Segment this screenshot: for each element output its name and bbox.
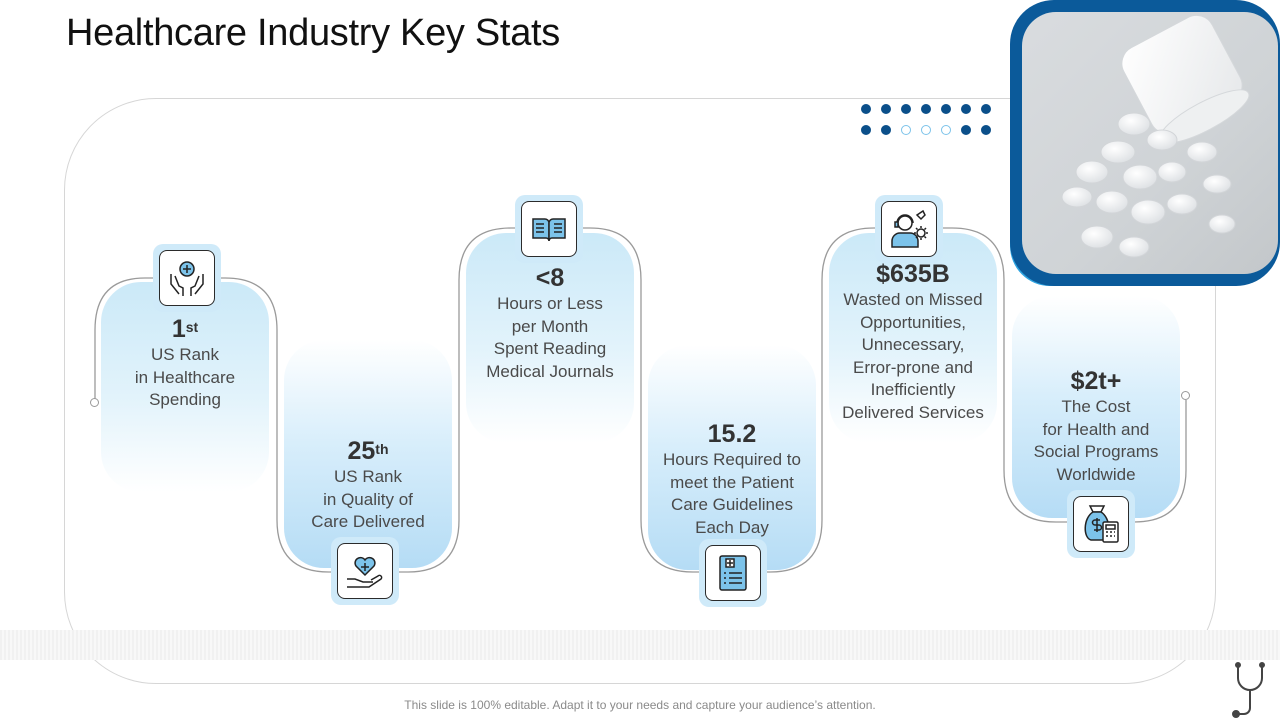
slide-title: Healthcare Industry Key Stats <box>66 12 560 54</box>
stat-card-2: 25th US Rank in Quality of Care Delivere… <box>284 340 452 568</box>
medical-clipboard-icon <box>719 555 747 591</box>
outer-rounded-frame <box>64 98 1216 684</box>
stat-description: Hours or Less per Month Spent Reading Me… <box>486 294 614 381</box>
stat-description: Hours Required to meet the Patient Care … <box>663 450 801 537</box>
stat-card-6: $2t+ The Cost for Health and Social Prog… <box>1012 296 1180 518</box>
connector-start-ring <box>90 398 99 407</box>
stat-card-1: 1st US Rank in Healthcare Spending <box>101 282 269 492</box>
support-agent-gear-icon <box>891 209 928 248</box>
stat-card-4: 15.2 Hours Required to meet the Patient … <box>648 345 816 570</box>
pills-photo <box>1022 12 1278 274</box>
stat-icon-box-4 <box>699 539 767 607</box>
money-bag-calculator-icon <box>1084 505 1119 543</box>
stat-value: 25th <box>347 437 389 465</box>
stat-description: Wasted on Missed Opportunities, Unnecess… <box>842 290 984 422</box>
hands-medical-cross-icon <box>170 261 204 296</box>
stat-card-3: <8 Hours or Less per Month Spent Reading… <box>466 233 634 443</box>
stat-icon-box-2 <box>331 537 399 605</box>
stat-value: 1st <box>171 315 199 343</box>
connector-end-ring <box>1181 391 1190 400</box>
pills-photo-frame <box>1010 0 1280 286</box>
pill-bottle-illustration <box>1061 14 1250 258</box>
open-book-icon <box>532 218 566 242</box>
stat-icon-box-6 <box>1067 490 1135 558</box>
stat-value: 15.2 <box>707 420 757 448</box>
stat-icon-box-1 <box>153 244 221 312</box>
stat-description: US Rank in Healthcare Spending <box>134 345 236 409</box>
stat-description: US Rank in Quality of Care Delivered <box>311 467 425 531</box>
stat-value: $635B <box>876 260 950 288</box>
hand-heart-care-icon <box>347 556 383 588</box>
stat-card-5: $635B Wasted on Missed Opportunities, Un… <box>829 233 997 443</box>
stat-icon-box-5 <box>875 195 943 263</box>
slide-footer: This slide is 100% editable. Adapt it to… <box>404 698 876 712</box>
stat-value: $2t+ <box>1070 367 1122 395</box>
background-band <box>0 630 1280 660</box>
stat-description: The Cost for Health and Social Programs … <box>1033 397 1159 484</box>
stethoscope-icon <box>1232 662 1265 718</box>
stat-icon-box-3 <box>515 195 583 263</box>
stat-value: <8 <box>535 264 565 292</box>
